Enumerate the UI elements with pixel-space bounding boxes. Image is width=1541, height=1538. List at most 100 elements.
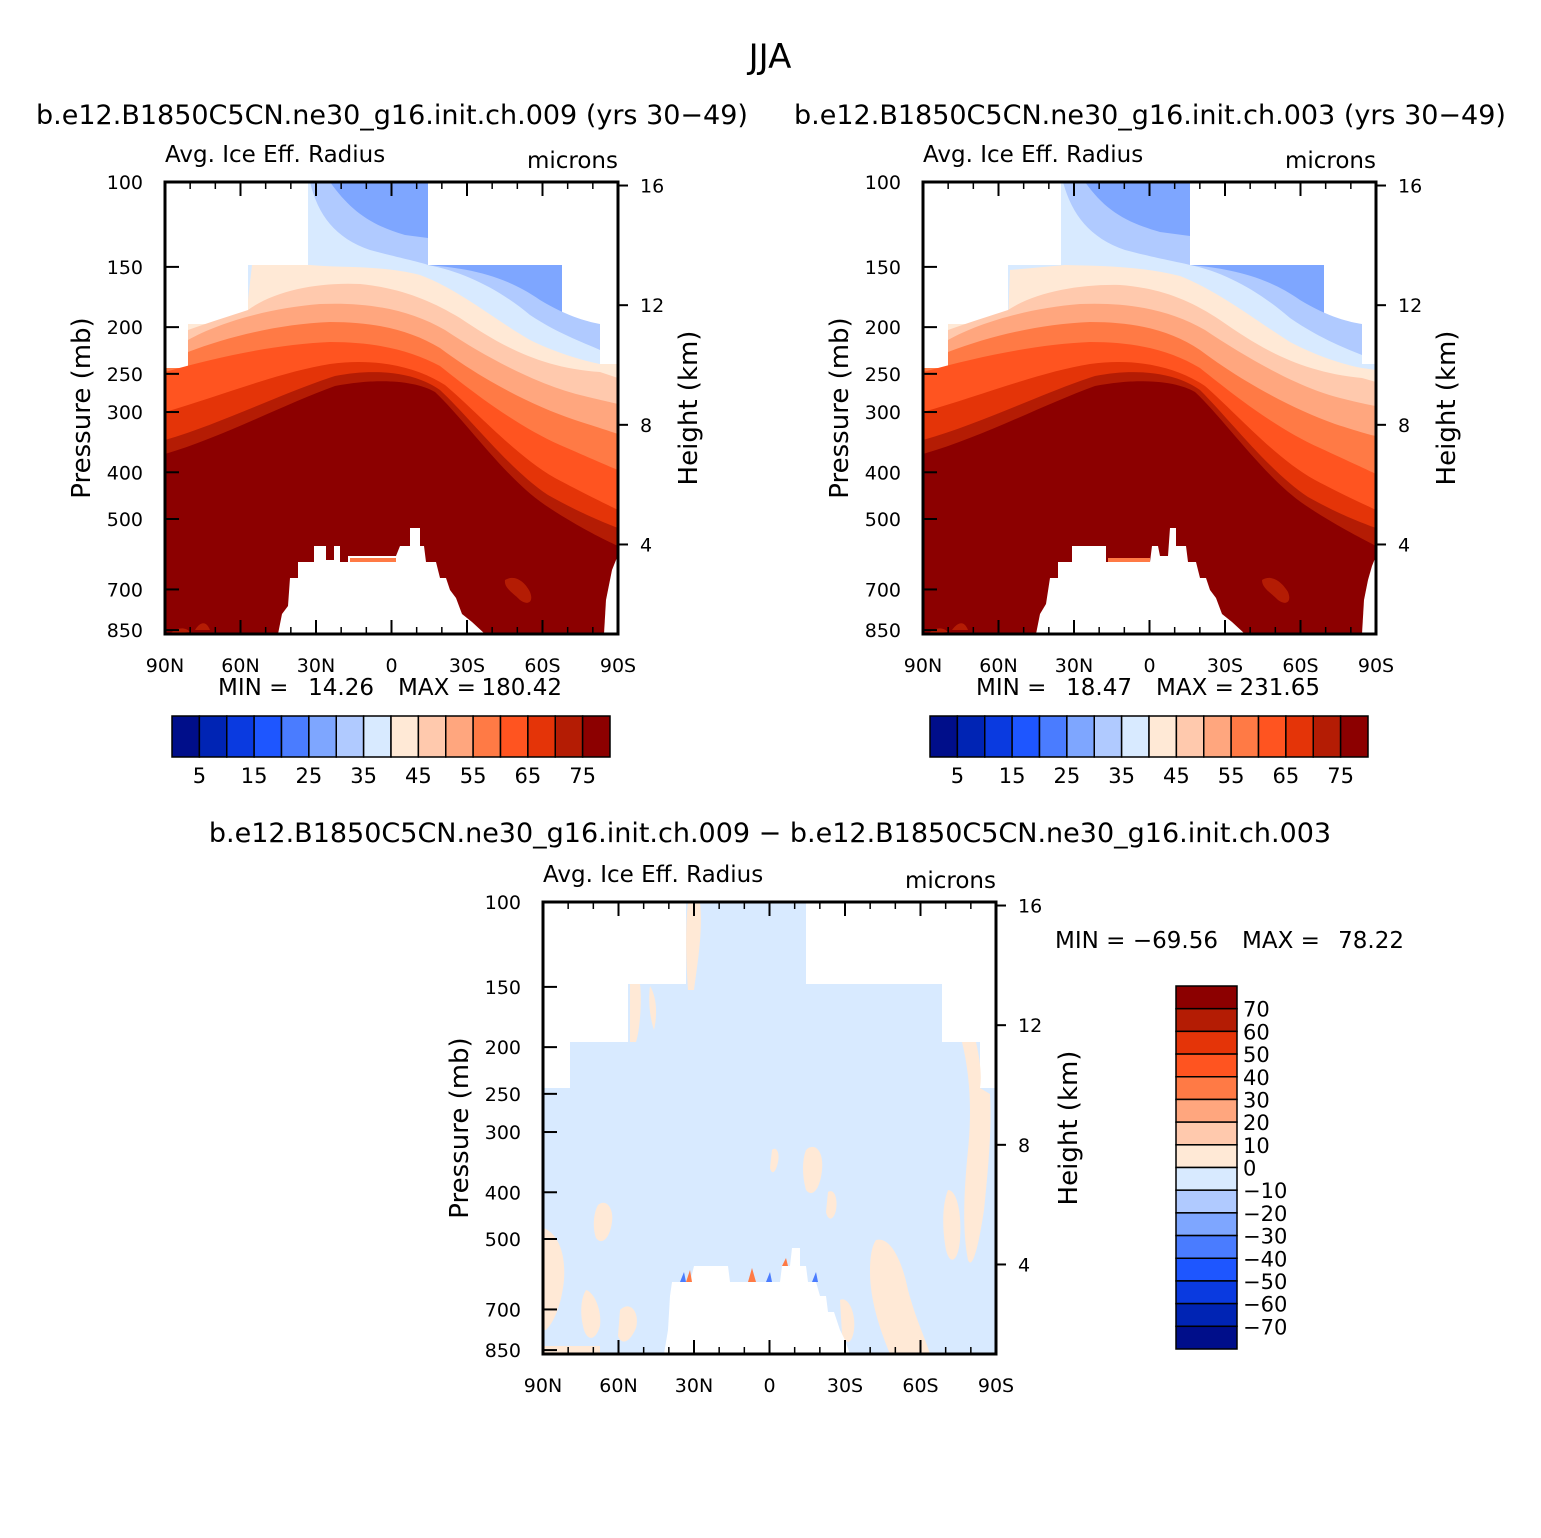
x-tick-label: 90N [904, 655, 942, 677]
y-tick-label: 850 [485, 1340, 521, 1362]
x-tick-label: 60S [1282, 655, 1318, 677]
x-tick-label: 30S [827, 1375, 863, 1397]
x-tick-label: 30S [449, 655, 485, 677]
panel-case1-right-label: microns [527, 148, 618, 174]
colorbar-label: −30 [1243, 1225, 1287, 1249]
x-tick-label: 90S [978, 1375, 1014, 1397]
y2-tick-label: 4 [1018, 1254, 1030, 1276]
colorbar-label: 65 [1273, 764, 1300, 788]
x-tick-label: 60S [524, 655, 560, 677]
colorbar-swatch [1175, 1234, 1238, 1259]
y-tick-label: 500 [865, 509, 901, 531]
y2-tick-label: 8 [1398, 415, 1410, 437]
x-tick-label: 30N [1055, 655, 1093, 677]
field-feature-anomaly [170, 623, 210, 634]
colorbar-label: −60 [1243, 1293, 1287, 1317]
panel-case1-min-label: MIN = [218, 675, 288, 701]
colorbar-label: 25 [296, 764, 323, 788]
y-tick-label: 400 [107, 462, 143, 484]
colorbar-swatch [1339, 715, 1369, 758]
field-level-positive [618, 1306, 637, 1342]
colorbar-swatch [1203, 715, 1232, 758]
field-level-positive [581, 1290, 601, 1338]
colorbar-label: 45 [1163, 764, 1190, 788]
x-tick-label: 60S [902, 1375, 938, 1397]
colorbar-label: 55 [1218, 764, 1245, 788]
colorbar-label: −10 [1243, 1179, 1287, 1203]
panel-case2-right-label: microns [1285, 148, 1376, 174]
x-tick-label: 30S [1207, 655, 1243, 677]
colorbar-label: 35 [1108, 764, 1135, 788]
y-tick-label: 100 [865, 172, 901, 194]
panel-case1-colorbar: 5 15 25 35 45 55 65 75 [171, 715, 611, 788]
y-tick-label: 850 [865, 620, 901, 642]
x-tick-label: 90S [600, 655, 636, 677]
panel-case2-min-label: MIN = [976, 675, 1046, 701]
x-tick-label: 30N [297, 655, 335, 677]
y-tick-label: 300 [485, 1122, 521, 1144]
field-feature-anomaly [928, 623, 968, 634]
colorbar-swatch [581, 715, 611, 758]
field-surface-mask [604, 556, 618, 634]
panel-case1: b.e12.B1850C5CN.ne30_g16.init.ch.009 (yr… [36, 100, 748, 788]
y-tick-label: 150 [865, 257, 901, 279]
panel-case1-max-value: 180.42 [482, 675, 562, 701]
y-tick-label: 200 [865, 317, 901, 339]
season-title: JJA [747, 37, 792, 77]
colorbar-swatch [226, 715, 255, 758]
colorbar-label: 5 [951, 764, 964, 788]
colorbar-label: 10 [1243, 1134, 1270, 1158]
colorbar-label: 75 [569, 764, 596, 788]
y2-tick-label: 4 [640, 534, 652, 556]
colorbar-label: 0 [1243, 1157, 1256, 1181]
x-tick-label: 90N [146, 655, 184, 677]
colorbar-swatch [1175, 1280, 1238, 1305]
field-surface-mask [278, 528, 485, 634]
colorbar-swatch [1257, 715, 1287, 758]
field-level-max [923, 381, 1376, 634]
colorbar-label: 50 [1243, 1043, 1270, 1067]
panel-case2-min-value: 18.47 [1066, 675, 1132, 701]
colorbar-label: 15 [999, 764, 1026, 788]
x-tick-label: 60N [979, 655, 1017, 677]
y-tick-label: 250 [865, 364, 901, 386]
y-tick-label: 100 [107, 172, 143, 194]
field-feature-anomaly [1262, 577, 1290, 603]
colorbar-swatch [956, 715, 986, 758]
x-tick-label: 90S [1358, 655, 1394, 677]
colorbar-swatch [1175, 715, 1205, 758]
colorbar-label: 65 [515, 764, 542, 788]
field-level-positive [962, 1042, 991, 1263]
colorbar-swatch [527, 715, 556, 758]
field-level-positive [593, 1202, 613, 1242]
colorbar-swatch [984, 715, 1013, 758]
field-feature-anomaly [782, 1258, 788, 1266]
y2-tick-label: 16 [1398, 176, 1422, 198]
colorbar-swatch [1175, 1257, 1238, 1282]
colorbar-swatch [198, 715, 228, 758]
colorbar-swatch [1175, 1144, 1238, 1169]
colorbar-label: 35 [350, 764, 377, 788]
panel-diff-axes: 90N 60N 30N 0 30S 60S 90S 100 150 200 250 300 400 500… [485, 892, 1042, 1397]
x-tick-label: 30N [675, 1375, 713, 1397]
colorbar-swatch [1093, 715, 1123, 758]
colorbar-swatch [1175, 1098, 1238, 1123]
colorbar-swatch [253, 715, 283, 758]
y-tick-label: 400 [485, 1182, 521, 1204]
field-level-positive [826, 1191, 837, 1219]
field-level-positive [649, 986, 657, 1030]
field-level-positive [943, 1190, 961, 1260]
field-surface-mask [1362, 556, 1376, 634]
colorbar-swatch [1120, 715, 1150, 758]
y-tick-label: 200 [485, 1037, 521, 1059]
colorbar-swatch [1148, 715, 1178, 758]
field-level-positive [803, 1146, 823, 1194]
colorbar-swatch [362, 715, 392, 758]
y-tick-label: 500 [485, 1229, 521, 1251]
colorbar-swatch [1175, 1189, 1238, 1214]
field-feature-anomaly [766, 1272, 772, 1282]
colorbar-label: 15 [241, 764, 268, 788]
colorbar-swatch [1175, 1166, 1238, 1191]
y2-tick-label: 8 [640, 415, 652, 437]
panel-case1-min-value: 14.26 [308, 675, 374, 701]
